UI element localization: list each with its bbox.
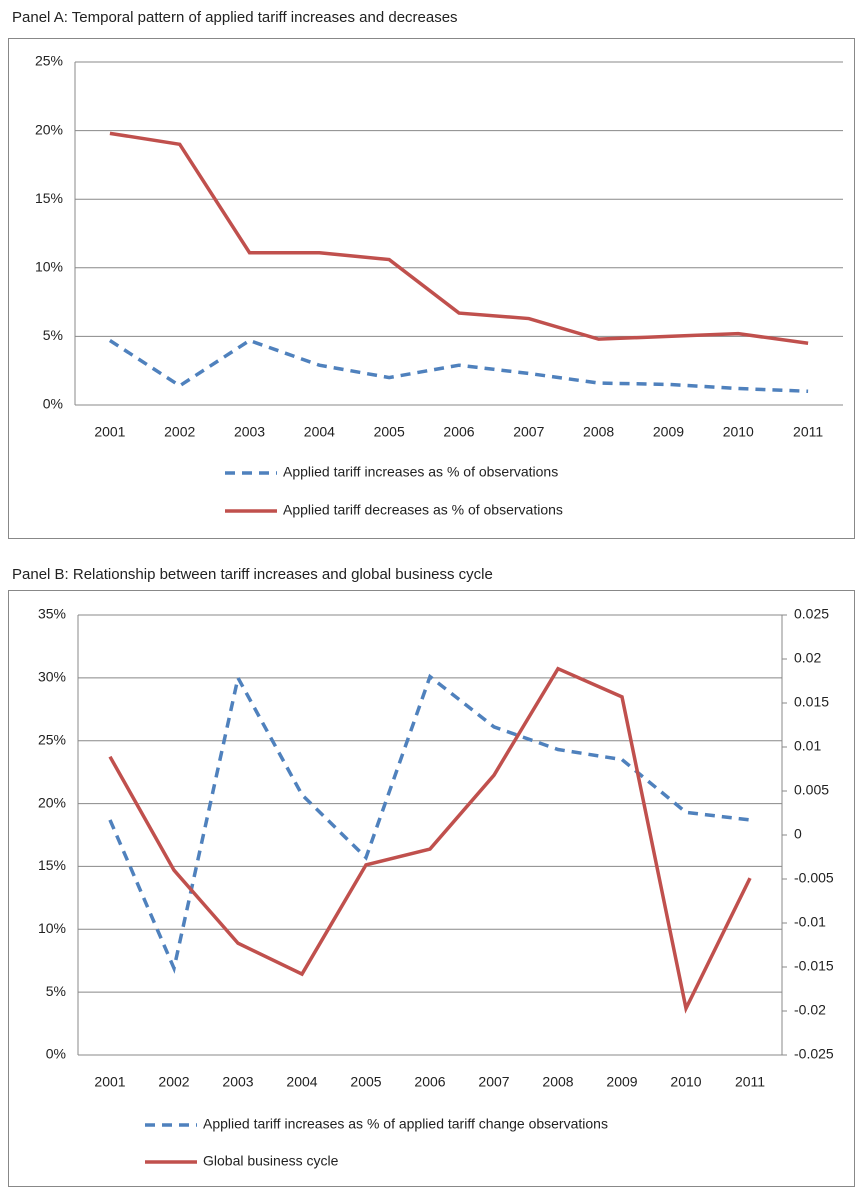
- series-line: [108, 338, 809, 394]
- x-tick-label: 2001: [94, 1074, 125, 1090]
- x-tick-label: 2006: [414, 1074, 445, 1090]
- x-tick-label: 2008: [583, 424, 614, 440]
- y-tick-label: 0%: [43, 396, 63, 412]
- y2-tick-label: 0.02: [794, 650, 821, 666]
- x-tick-label: 2005: [350, 1074, 381, 1090]
- legend-label: Applied tariff increases as % of observa…: [283, 464, 558, 480]
- y2-tick-label: 0: [794, 826, 802, 842]
- x-tick-label: 2003: [222, 1074, 253, 1090]
- chart-title: Panel A: Temporal pattern of applied tar…: [12, 9, 458, 26]
- y2-tick-label: 0.015: [794, 694, 829, 710]
- legend-label: Applied tariff decreases as % of observa…: [283, 502, 563, 518]
- legend-label: Applied tariff increases as % of applied…: [203, 1116, 608, 1132]
- y-tick-label: 10%: [35, 259, 63, 275]
- legend-label: Global business cycle: [203, 1153, 339, 1169]
- panel-frame: [8, 590, 855, 1187]
- x-tick-label: 2005: [374, 424, 405, 440]
- y-tick-label: 35%: [38, 606, 66, 622]
- x-tick-label: 2011: [735, 1074, 765, 1090]
- y2-tick-label: -0.025: [794, 1046, 834, 1062]
- chart-title: Panel B: Relationship between tariff inc…: [12, 566, 493, 583]
- panel-frame: [8, 38, 855, 539]
- x-tick-label: 2004: [286, 1074, 317, 1090]
- y-tick-label: 0%: [46, 1046, 66, 1062]
- y2-tick-label: 0.01: [794, 738, 821, 754]
- y-tick-label: 15%: [35, 190, 63, 206]
- y-tick-label: 30%: [38, 669, 66, 685]
- x-tick-label: 2002: [164, 424, 195, 440]
- x-tick-label: 2007: [513, 424, 544, 440]
- y-tick-label: 20%: [35, 121, 63, 137]
- y2-tick-label: -0.005: [794, 870, 834, 886]
- x-tick-label: 2009: [653, 424, 684, 440]
- x-tick-label: 2001: [94, 424, 125, 440]
- series-line: [108, 672, 751, 974]
- y-tick-label: 5%: [43, 327, 63, 343]
- x-tick-label: 2006: [443, 424, 474, 440]
- y2-tick-label: -0.02: [794, 1002, 826, 1018]
- x-tick-label: 2002: [158, 1074, 189, 1090]
- y-tick-label: 5%: [46, 983, 66, 999]
- series-line: [108, 666, 752, 1014]
- x-tick-label: 2011: [793, 424, 823, 440]
- y2-tick-label: 0.005: [794, 782, 829, 798]
- y-tick-label: 15%: [38, 857, 66, 873]
- y2-tick-label: 0.025: [794, 606, 829, 622]
- y-tick-label: 25%: [38, 731, 66, 747]
- x-tick-label: 2010: [670, 1074, 701, 1090]
- x-tick-label: 2007: [478, 1074, 509, 1090]
- x-tick-label: 2008: [542, 1074, 573, 1090]
- x-tick-label: 2003: [234, 424, 265, 440]
- y-tick-label: 20%: [38, 794, 66, 810]
- y2-tick-label: -0.01: [794, 914, 826, 930]
- x-tick-label: 2009: [606, 1074, 637, 1090]
- y-tick-label: 25%: [35, 53, 63, 69]
- series-line: [109, 131, 809, 345]
- x-tick-label: 2010: [723, 424, 754, 440]
- x-tick-label: 2004: [304, 424, 335, 440]
- y2-tick-label: -0.015: [794, 958, 834, 974]
- y-tick-label: 10%: [38, 920, 66, 936]
